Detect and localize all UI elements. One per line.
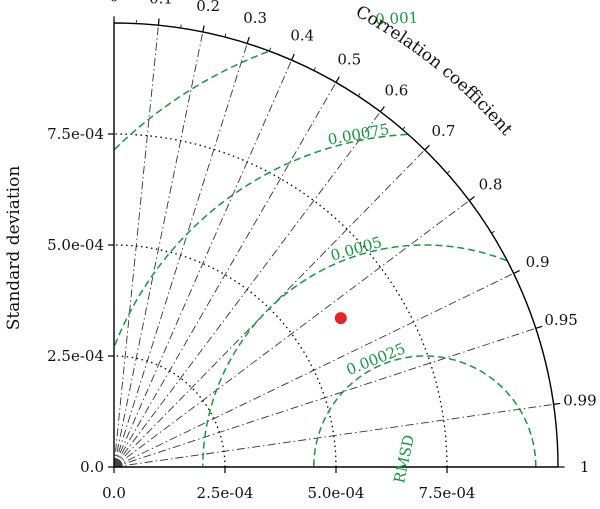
corr-minor-tick: [246, 39, 249, 44]
corr-minor-tick: [468, 198, 473, 201]
frame-layer: [108, 16, 565, 473]
grid-layer: [113, 25, 554, 468]
corr-gridline: [113, 82, 337, 468]
corr-gridline: [113, 200, 470, 468]
corr-tick-label: 0.7: [432, 122, 456, 140]
corr-tick-label: 0.3: [243, 9, 267, 27]
y-tick-label: 0.0: [80, 458, 104, 476]
corr-minor-tick: [513, 271, 517, 274]
x-tick-label: 2.5e-04: [197, 484, 254, 502]
rmsd-contour-label: 0.00075: [326, 120, 390, 149]
rmsd-axis-title: RMSD: [390, 433, 418, 485]
corr-tick-label: 0.1: [149, 0, 173, 8]
y-axis-title: Standard deviation: [4, 166, 24, 331]
corr-minor-tick: [491, 230, 495, 234]
corr-tick-label: 0.4: [290, 27, 314, 45]
rmsd-contour: [313, 355, 537, 467]
x-tick-label: 7.5e-04: [419, 484, 476, 502]
corr-tick-label: 0.6: [384, 81, 408, 99]
corr-minor-tick: [380, 108, 383, 113]
corr-gridline: [113, 31, 204, 468]
corr-tick: [553, 402, 561, 405]
corr-tick-label: 0.5: [337, 50, 361, 68]
corr-minor-tick: [402, 126, 406, 130]
corr-tick-label: 0.8: [479, 176, 503, 194]
correlation-arc: [113, 22, 559, 468]
rmsd-contour: [202, 244, 507, 466]
corr-gridline: [113, 59, 293, 468]
corr-minor-tick: [357, 93, 361, 97]
corr-tick-label: 0.99: [563, 392, 596, 410]
sd-gridarc: [113, 133, 448, 468]
x-tick-label: 0.0: [102, 484, 126, 502]
corr-minor-tick: [291, 56, 294, 61]
point-layer: [334, 312, 347, 325]
corr-tick-label: 0: [109, 0, 119, 5]
y-tick-label: 5.0e-04: [47, 236, 104, 254]
corr-axis-title: Correlation coefficient: [352, 2, 516, 140]
y-tick-label: 7.5e-04: [47, 125, 104, 143]
model-point: [334, 312, 347, 325]
corr-minor-tick: [535, 326, 540, 329]
corr-tick-label: 1: [580, 458, 590, 476]
corr-minor-tick: [424, 147, 428, 151]
corr-minor-tick: [269, 47, 272, 52]
rmsd-contour: [113, 50, 269, 151]
corr-minor-tick: [446, 170, 450, 174]
y-tick-label: 2.5e-04: [47, 347, 104, 365]
corr-minor-tick: [180, 24, 182, 29]
corr-tick-label: 0.9: [526, 253, 550, 271]
corr-tick-label: 0.2: [196, 0, 220, 15]
corr-tick-label: 0.95: [544, 311, 577, 329]
corr-minor-tick: [202, 28, 204, 33]
corr-minor-tick: [224, 33, 227, 38]
corr-minor-tick: [313, 67, 316, 71]
rmsd-contour: [113, 133, 408, 347]
sd-gridarc: [113, 244, 337, 468]
corr-minor-tick: [335, 79, 339, 83]
rmsd-contour-label: 0.0005: [329, 233, 384, 265]
x-tick-label: 5.0e-04: [308, 484, 365, 502]
sd-gridarc: [113, 355, 226, 468]
rmsd-contour-label: 0.001: [375, 8, 419, 28]
